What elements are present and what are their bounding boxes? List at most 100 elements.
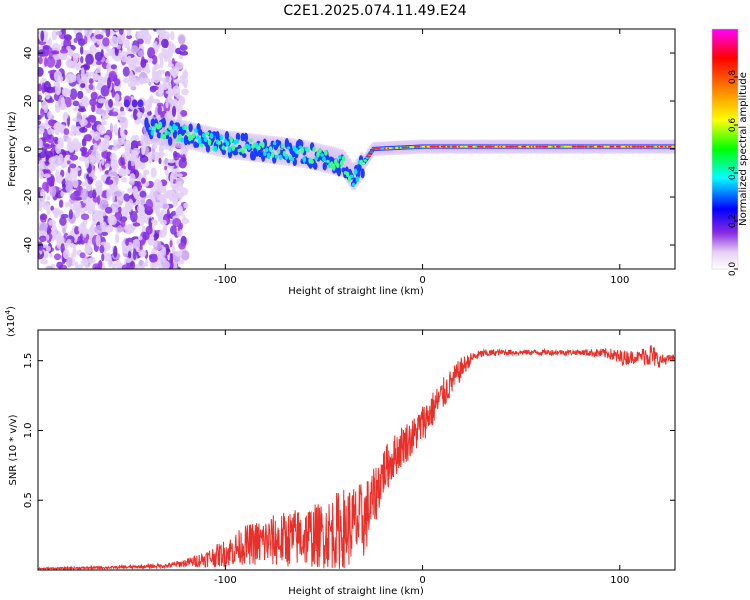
spectrogram-ridge-inner <box>316 151 320 158</box>
spectrogram-noise-blob <box>141 55 145 66</box>
spectrogram-noise-blob <box>139 190 147 198</box>
spectrogram-noise-blob <box>132 248 137 261</box>
spectrogram-ridge-peak <box>566 145 571 148</box>
spectrogram-ridge-peak <box>598 145 602 148</box>
spectrogram-ridge-peak <box>606 145 610 148</box>
spectrogram-ridge-inner <box>322 156 326 162</box>
spectrogram-noise-blob <box>149 97 153 109</box>
spectrogram-y-tick-label: 20 <box>23 95 34 108</box>
snr-series-line <box>38 345 675 570</box>
spectrogram-ridge-peak <box>369 150 373 153</box>
spectrogram-noise-blob <box>167 96 172 103</box>
spectrogram-noise-blob <box>72 52 79 64</box>
spectrogram-noise-blob <box>92 73 100 81</box>
spectrogram-ridge-inner <box>207 138 212 146</box>
spectrogram-ridge-peak <box>547 145 552 148</box>
spectrogram-noise-blob <box>114 93 120 102</box>
spectrogram-ridge-peak <box>659 145 664 148</box>
spectrogram-noise-blob <box>90 91 98 101</box>
spectrogram-noise-blob <box>91 104 96 113</box>
spectrogram-noise-blob <box>139 155 149 163</box>
spectrogram-noise-blob <box>102 120 107 126</box>
spectrogram-noise-blob <box>82 218 88 226</box>
spectrogram-x-tick-label: -100 <box>214 275 237 286</box>
spectrogram-noise-blob <box>127 55 132 63</box>
spectrogram-noise-blob <box>67 160 71 165</box>
spectrogram-ridge-inner <box>274 154 279 159</box>
spectrogram-ridge-inner <box>326 159 330 163</box>
spectrogram-noise-blob <box>53 70 62 82</box>
spectrogram-noise-blob <box>38 67 44 77</box>
spectrogram-noise-blob <box>129 172 136 183</box>
spectrogram-noise-blob <box>151 98 161 104</box>
spectrogram-ridge-inner <box>176 137 180 143</box>
spectrogram-noise-blob <box>178 158 187 169</box>
spectrogram-ridge-inner <box>353 168 358 175</box>
spectrogram-ridge-inner <box>290 157 295 162</box>
spectrogram-noise-blob <box>39 259 49 265</box>
spectrogram-x-tick-label: 0 <box>419 275 425 286</box>
spectrogram-noise-blob <box>68 209 73 220</box>
spectrogram-noise-blob <box>139 77 145 85</box>
spectrogram-noise-blob <box>126 29 132 37</box>
spectrogram-noise-blob <box>106 76 112 89</box>
spectrogram-y-tick-label: -40 <box>23 237 34 253</box>
spectrogram-noise-blob <box>146 194 154 199</box>
spectrogram-noise-blob <box>121 177 128 183</box>
spectrogram-ridge-inner <box>298 145 303 149</box>
spectrogram-ridge-inner <box>229 136 234 144</box>
spectrogram-noise-blob <box>46 196 51 201</box>
spectrogram-noise-blob <box>135 66 142 73</box>
spectrogram-ridge-inner <box>284 153 289 160</box>
spectrogram-noise-blob <box>95 60 102 66</box>
spectrogram-noise-blob <box>38 170 44 180</box>
spectrogram-noise-blob <box>121 206 129 217</box>
spectrogram-noise-blob <box>120 218 126 228</box>
spectrogram-noise-blob <box>87 71 95 77</box>
snr-line-layer <box>38 345 675 570</box>
spectrogram-noise-blob <box>136 38 144 45</box>
spectrogram-noise-blob <box>43 202 50 211</box>
spectrogram-ridge-core <box>360 168 365 179</box>
spectrogram-noise-blob <box>178 54 184 60</box>
spectrogram-noise-blob <box>147 47 156 59</box>
spectrogram-noise-blob <box>109 35 119 48</box>
spectrogram-noise-blob <box>162 203 168 210</box>
spectrogram-noise-blob <box>89 98 97 107</box>
spectrogram-noise-blob <box>54 83 62 96</box>
spectrogram-noise-blob <box>161 82 169 90</box>
spectrogram-noise-blob <box>147 152 153 165</box>
spectrogram-noise-blob <box>174 250 183 257</box>
spectrogram-noise-blob <box>96 38 102 46</box>
spectrogram-noise-blob <box>51 30 58 41</box>
spectrogram-noise-blob <box>95 234 101 247</box>
spectrogram-noise-blob <box>114 47 119 56</box>
spectrogram-noise-blob <box>86 87 91 94</box>
spectrogram-noise-blob <box>105 252 112 261</box>
spectrogram-noise-blob <box>79 127 88 133</box>
colorbar-tick-label: 0.2 <box>728 214 738 228</box>
spectrogram-noise-blob <box>46 208 51 215</box>
spectrogram-ridge-inner <box>280 142 285 149</box>
spectrogram-noise-blob <box>51 50 59 55</box>
spectrogram-noise-blob <box>78 99 86 107</box>
spectrogram-noise-blob <box>138 161 146 170</box>
spectrogram-noise-blob <box>143 169 150 175</box>
spectrogram-ridge-peak <box>372 148 377 150</box>
spectrogram-noise-blob <box>69 88 78 100</box>
spectrogram-noise-blob <box>73 37 78 44</box>
spectrogram-noise-blob <box>105 29 111 38</box>
spectrogram-noise-blob <box>138 259 144 266</box>
spectrogram-ridge-inner <box>286 146 291 150</box>
spectrogram-ridge-peak <box>368 153 372 156</box>
spectrogram-ridge-core <box>221 149 226 156</box>
spectrogram-noise-blob <box>66 57 71 68</box>
snr-y-tick-label: 0.5 <box>23 492 34 508</box>
spectrogram-noise-blob <box>167 57 172 65</box>
spectrogram-noise-blob <box>91 149 96 157</box>
spectrogram-noise-blob <box>41 100 48 111</box>
spectrogram-noise-blob <box>153 241 158 247</box>
spectrogram-ridge-peak <box>581 145 585 148</box>
spectrogram-noise-blob <box>157 104 162 116</box>
spectrogram-noise-blob <box>105 179 114 185</box>
